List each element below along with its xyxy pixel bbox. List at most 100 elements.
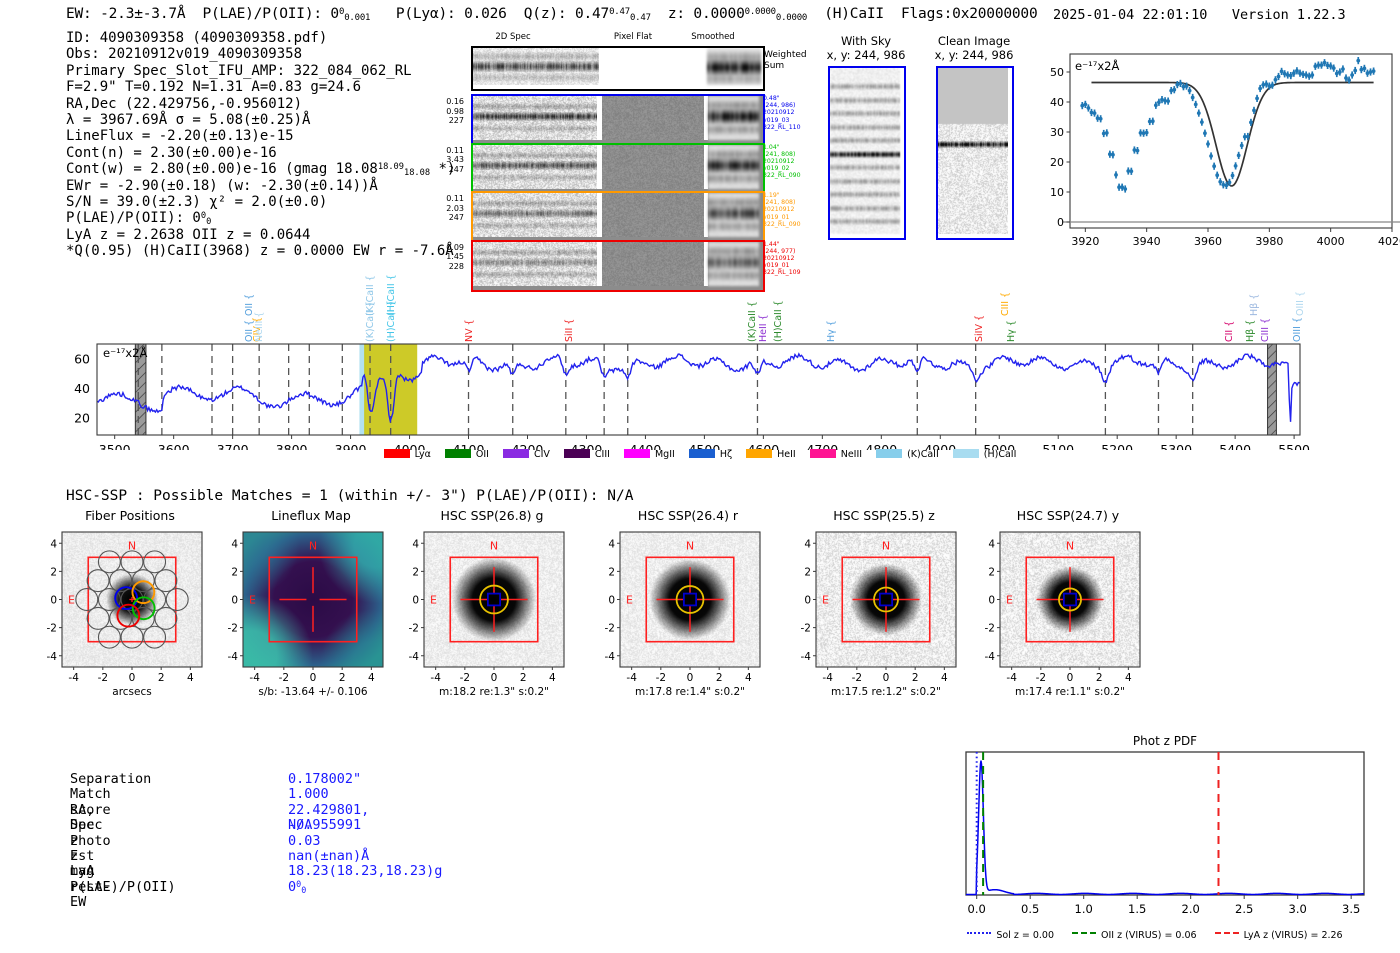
fiber-meta-line: 322_RL_109	[763, 269, 801, 277]
line-legend-label: Hζ	[719, 449, 733, 460]
svg-text:0: 0	[1057, 216, 1064, 229]
svg-text:m:17.5 re:1.2" s:0.2": m:17.5 re:1.2" s:0.2"	[831, 686, 941, 698]
match-table-key: Match score	[70, 786, 111, 818]
match-table-value: nan(±nan)Å	[288, 847, 370, 864]
line-legend-swatch	[876, 449, 903, 458]
svg-text:N: N	[128, 540, 136, 553]
line-legend-swatch	[383, 449, 410, 458]
svg-text:40: 40	[74, 381, 90, 396]
line-legend-swatch	[623, 449, 650, 458]
svg-text:E: E	[249, 594, 256, 607]
hsc-panel-title: HSC SSP(26.8) g	[440, 508, 544, 523]
fiber-left-values: 0.09 1.45 228	[438, 243, 464, 272]
phot-z-legend-line	[967, 932, 992, 934]
fiber-right-meta: 0.48" (244, 986) 20210912 v019_03 322_RL_110	[763, 95, 815, 131]
svg-text:4020: 4020	[1378, 235, 1400, 248]
header-ion: (H)CaII	[824, 6, 884, 22]
fiber-meta-line: 20210912	[763, 109, 795, 117]
ewr-line: EWr = -2.90(±0.18) (w: -2.30(±0.14))Å	[66, 177, 378, 194]
svg-text:s/b: -13.64 +/- 0.106: s/b: -13.64 +/- 0.106	[258, 686, 368, 698]
svg-text:60: 60	[74, 352, 90, 367]
svg-text:4: 4	[549, 672, 556, 684]
line-legend-item: Lyα	[383, 449, 431, 460]
phot-z-legend-item: LyA z (VIRUS) = 2.26	[1214, 930, 1343, 941]
lineflux-line: LineFlux = -2.20(±0.13)e-15	[66, 128, 294, 145]
svg-text:4: 4	[50, 538, 57, 550]
hsc-panel-row: Fiber Positions N E 4 2 0 -2 -4 -4 -2 0 2 4 arcsecs Li…	[0, 508, 1400, 723]
cutout-title: Clean Image x, y: 244, 986	[914, 34, 1034, 62]
match-table-value: 22.429801, -0.955991	[288, 801, 370, 834]
fiber-right-meta: 1.44" (244, 977) 20210912 v019_01 322_RL_109	[763, 241, 815, 277]
fiber-meta-line: v019_03	[763, 116, 790, 124]
full-spectrum-plot: 20 40 60 3500 3600 3700 3800 3900 4000 4100 4200 43…	[0, 270, 1400, 457]
fiber-left-value: 0.11	[446, 194, 464, 203]
emission-line-label: (H)CaII {	[773, 300, 785, 342]
fiber-strip	[471, 239, 765, 292]
svg-text:E: E	[822, 594, 829, 607]
spec2d-column-title: 2D Spec	[495, 32, 531, 42]
line-legend-item: OII	[444, 449, 489, 460]
header-timestamp-version: 2025-01-04 22:01:10 Version 1.22.3	[1053, 7, 1346, 23]
svg-text:arcsecs: arcsecs	[112, 686, 151, 698]
fiber-right-meta: 1.04" (241, 808) 20210912 v019_02 322_RL_090	[763, 144, 815, 180]
fiber-meta-line: 20210912	[763, 157, 795, 165]
fiber-right-meta: 1.19" (241, 808) 20210912 v019_01 322_RL_090	[763, 192, 815, 228]
emission-line-label: HeII {	[758, 314, 770, 342]
header-flags: Flags:0x20000000	[901, 6, 1038, 22]
svg-text:-4: -4	[68, 672, 79, 684]
match-table-value: 000	[288, 878, 307, 895]
radec-line: RA,Dec (22.429756,-0.956012)	[66, 95, 303, 112]
match-table-key: Est LyA rest-EW	[70, 847, 111, 911]
svg-text:Phot z PDF: Phot z PDF	[1133, 734, 1197, 748]
line-legend-item: CIII	[563, 449, 610, 460]
line-legend-label: HeII	[777, 449, 796, 460]
fiber-left-value: 228	[448, 261, 464, 271]
two-d-spec-panel: 2D Spec Pixel Flat Smoothed Weighted Sum 0.16…	[438, 32, 807, 292]
svg-text:0: 0	[608, 595, 615, 607]
line-legend-item: CIV	[502, 449, 550, 460]
spec2d-column-title: Pixel Flat	[613, 32, 653, 42]
cutout-title: With Sky x, y: 244, 986	[806, 34, 926, 62]
line-legend-item: HeII	[746, 449, 796, 460]
line-legend-item: MgII	[623, 449, 675, 460]
header-ew: EW: -2.3±-3.7Å	[66, 6, 186, 22]
weighted-sum-label: Weighted Sum	[764, 50, 807, 71]
svg-text:4: 4	[988, 538, 995, 550]
fiber-meta-line: 1.19"	[763, 192, 780, 199]
line-legend-label: CIII	[594, 449, 610, 460]
line-legend-label: NeIII	[840, 449, 863, 460]
cutout-image	[828, 66, 906, 240]
svg-text:-2: -2	[801, 623, 811, 635]
svg-text:E: E	[1006, 594, 1013, 607]
svg-text:20: 20	[74, 410, 90, 425]
svg-text:0: 0	[687, 672, 694, 684]
match-table-value: 0.178002"	[288, 771, 362, 787]
line-legend-label: Lyα	[414, 449, 431, 460]
svg-text:40: 40	[1050, 96, 1064, 109]
svg-text:1.0: 1.0	[1075, 902, 1093, 916]
header-qz: Q(z): 0.470.470.47	[523, 6, 651, 24]
hsc-panel-title: Fiber Positions	[85, 508, 175, 523]
svg-text:-2: -2	[605, 623, 615, 635]
line-legend-label: (K)CaII	[907, 449, 939, 460]
svg-text:-2: -2	[409, 623, 419, 635]
svg-text:2: 2	[412, 566, 419, 578]
redshift-line: LyA z = 2.2638 OII z = 0.0644	[66, 226, 311, 243]
line-legend-swatch	[688, 449, 715, 458]
svg-text:m:17.8 re:1.4" s:0.2": m:17.8 re:1.4" s:0.2"	[635, 686, 745, 698]
svg-text:2: 2	[912, 672, 919, 684]
svg-text:4: 4	[1125, 672, 1132, 684]
fiber-meta-line: 322_RL_090	[763, 172, 801, 180]
match-table-key: Spec z	[70, 817, 103, 849]
hsc-headline: HSC-SSP : Possible Matches = 1 (within +…	[66, 488, 634, 504]
weighted-sum-strip	[471, 46, 765, 91]
match-table-key: Photo z	[70, 832, 111, 864]
line-legend-item: Hζ	[688, 449, 733, 460]
svg-text:4: 4	[187, 672, 194, 684]
svg-text:4: 4	[412, 538, 419, 550]
svg-text:2: 2	[158, 672, 165, 684]
emission-line-label: NV {	[463, 319, 475, 342]
